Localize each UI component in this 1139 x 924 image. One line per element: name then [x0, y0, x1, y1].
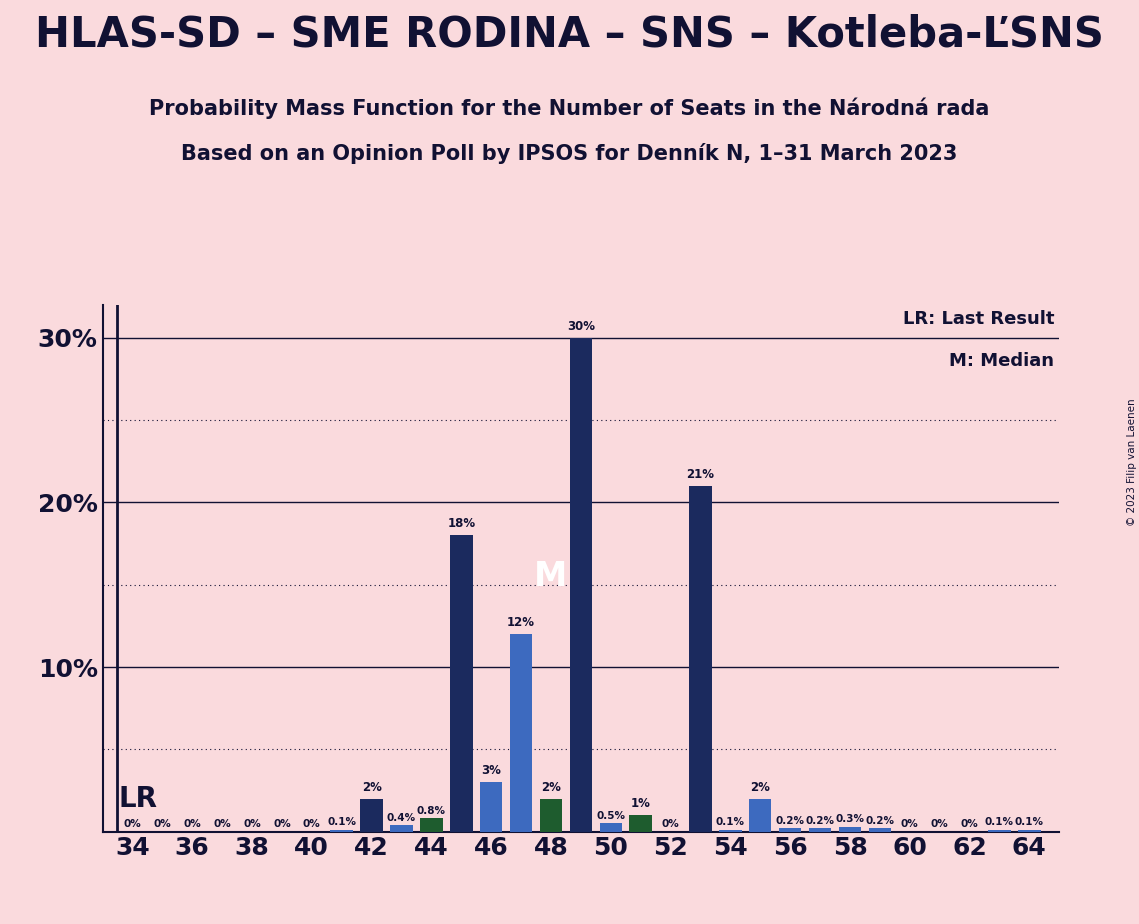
Bar [989, 830, 1010, 832]
Text: 0.3%: 0.3% [836, 814, 865, 824]
Text: 0%: 0% [303, 820, 321, 829]
Text: 2%: 2% [751, 781, 770, 794]
Text: M: M [534, 560, 567, 593]
Text: 0.1%: 0.1% [985, 818, 1014, 828]
Text: 0%: 0% [273, 820, 290, 829]
Bar [480, 783, 502, 832]
Text: LR: LR [118, 784, 158, 813]
Text: 0.2%: 0.2% [776, 816, 804, 826]
Text: LR: Last Result: LR: Last Result [903, 310, 1055, 328]
Text: 3%: 3% [482, 764, 501, 777]
Text: 0.2%: 0.2% [805, 816, 835, 826]
Text: 0.4%: 0.4% [387, 812, 416, 822]
Text: 0%: 0% [960, 820, 978, 829]
Bar [391, 825, 412, 832]
Bar [1018, 830, 1041, 832]
Bar [360, 798, 383, 832]
Text: 0.2%: 0.2% [866, 816, 894, 826]
Bar [599, 823, 622, 832]
Text: 21%: 21% [687, 468, 714, 481]
Text: M: Median: M: Median [950, 352, 1055, 371]
Bar [450, 535, 473, 832]
Bar [510, 634, 532, 832]
Text: 1%: 1% [631, 797, 650, 810]
Text: 2%: 2% [362, 781, 382, 794]
Text: © 2023 Filip van Laenen: © 2023 Filip van Laenen [1126, 398, 1137, 526]
Text: 18%: 18% [448, 517, 475, 530]
Text: 30%: 30% [567, 320, 595, 333]
Text: 0%: 0% [243, 820, 261, 829]
Bar [809, 828, 831, 832]
Text: 0%: 0% [931, 820, 949, 829]
Bar [330, 830, 353, 832]
Text: 0%: 0% [901, 820, 919, 829]
Bar [570, 338, 592, 832]
Text: HLAS-SD – SME RODINA – SNS – Kotleba-ĽSNS: HLAS-SD – SME RODINA – SNS – Kotleba-ĽSN… [35, 14, 1104, 55]
Bar [869, 828, 891, 832]
Bar [540, 798, 563, 832]
Text: 0.1%: 0.1% [1015, 818, 1043, 828]
Bar [719, 830, 741, 832]
Text: Probability Mass Function for the Number of Seats in the Národná rada: Probability Mass Function for the Number… [149, 97, 990, 118]
Bar [630, 815, 652, 832]
Text: 2%: 2% [541, 781, 560, 794]
Text: 0.1%: 0.1% [716, 818, 745, 828]
Text: 0%: 0% [183, 820, 202, 829]
Bar [420, 819, 443, 832]
Bar [689, 486, 712, 832]
Text: 0%: 0% [154, 820, 171, 829]
Text: 0%: 0% [662, 820, 680, 829]
Bar [838, 827, 861, 832]
Text: 0%: 0% [213, 820, 231, 829]
Text: 0.5%: 0.5% [597, 811, 625, 821]
Text: 0%: 0% [123, 820, 141, 829]
Bar [779, 828, 802, 832]
Text: 0.8%: 0.8% [417, 806, 445, 816]
Text: Based on an Opinion Poll by IPSOS for Denník N, 1–31 March 2023: Based on an Opinion Poll by IPSOS for De… [181, 143, 958, 164]
Text: 12%: 12% [507, 616, 535, 629]
Bar [749, 798, 771, 832]
Text: 0.1%: 0.1% [327, 818, 357, 828]
